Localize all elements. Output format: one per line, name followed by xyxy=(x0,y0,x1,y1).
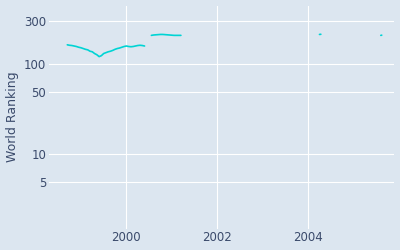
Y-axis label: World Ranking: World Ranking xyxy=(6,72,18,162)
